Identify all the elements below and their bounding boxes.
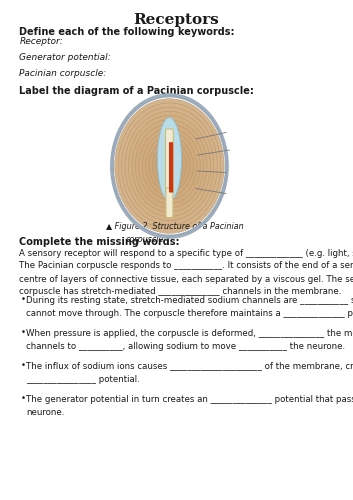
FancyBboxPatch shape [166,188,173,218]
Ellipse shape [115,98,224,234]
Ellipse shape [152,145,186,187]
Ellipse shape [132,120,207,212]
Text: ________________ potential.: ________________ potential. [26,375,140,384]
Ellipse shape [157,118,181,201]
Ellipse shape [125,112,214,220]
Ellipse shape [142,132,197,200]
Ellipse shape [159,154,180,178]
Text: Define each of the following keywords:: Define each of the following keywords: [19,27,235,37]
Text: cannot move through. The corpuscle therefore maintains a ______________ potentia: cannot move through. The corpuscle there… [26,309,353,318]
Text: Complete the missing words:: Complete the missing words: [19,237,180,247]
Text: centre of layers of connective tissue, each separated by a viscous gel. The sens: centre of layers of connective tissue, e… [19,274,353,283]
Text: •: • [21,295,26,304]
Ellipse shape [145,136,193,196]
Text: ▲ Figure 2  Structure of a Pacinian: ▲ Figure 2 Structure of a Pacinian [106,222,244,231]
Ellipse shape [118,103,221,229]
Text: The generator potential in turn creates an ______________ potential that passes : The generator potential in turn creates … [26,395,353,404]
Text: channels to __________, allowing sodium to move ___________ the neurone.: channels to __________, allowing sodium … [26,342,346,351]
Text: Receptors: Receptors [134,13,219,27]
Ellipse shape [121,107,217,225]
Text: When pressure is applied, the corpuscle is deformed, _______________ the membran: When pressure is applied, the corpuscle … [26,329,353,338]
Text: The Pacinian corpuscle responds to ___________. It consists of the end of a sens: The Pacinian corpuscle responds to _____… [19,262,353,270]
Ellipse shape [139,128,200,204]
Text: corpuscle: corpuscle [125,235,164,244]
Text: •: • [21,328,26,337]
Text: Label the diagram of a Pacinian corpuscle:: Label the diagram of a Pacinian corpuscl… [19,86,254,97]
Ellipse shape [135,124,204,208]
Text: neurone.: neurone. [26,408,65,417]
Text: •: • [21,361,26,370]
Text: •: • [21,394,26,403]
Text: During its resting state, stretch-mediated sodium channels are ___________ so th: During its resting state, stretch-mediat… [26,296,353,305]
FancyBboxPatch shape [169,142,173,192]
Ellipse shape [128,116,210,216]
Ellipse shape [149,141,190,191]
Text: Receptor:: Receptor: [19,38,63,46]
FancyBboxPatch shape [166,129,173,194]
Text: A sensory receptor will respond to a specific type of _____________ (e.g. light,: A sensory receptor will respond to a spe… [19,248,353,258]
Text: corpuscle has stretch-mediated ______________ channels in the membrane.: corpuscle has stretch-mediated _________… [19,288,342,296]
Text: Generator potential:: Generator potential: [19,54,111,62]
Ellipse shape [166,162,173,170]
Text: Pacinian corpuscle:: Pacinian corpuscle: [19,70,107,78]
Ellipse shape [163,158,176,174]
Text: The influx of sodium ions causes _____________________ of the membrane, creating: The influx of sodium ions causes _______… [26,362,353,371]
Ellipse shape [156,149,183,183]
